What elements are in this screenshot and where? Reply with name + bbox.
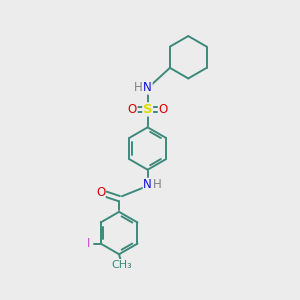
Text: S: S bbox=[143, 103, 152, 116]
Text: I: I bbox=[87, 237, 90, 250]
Text: H: H bbox=[134, 81, 142, 94]
Text: CH₃: CH₃ bbox=[112, 260, 132, 269]
Text: N: N bbox=[143, 178, 152, 191]
Text: O: O bbox=[128, 103, 137, 116]
Text: O: O bbox=[158, 103, 168, 116]
Text: O: O bbox=[96, 186, 105, 199]
Text: H: H bbox=[153, 178, 161, 191]
Text: N: N bbox=[143, 81, 152, 94]
